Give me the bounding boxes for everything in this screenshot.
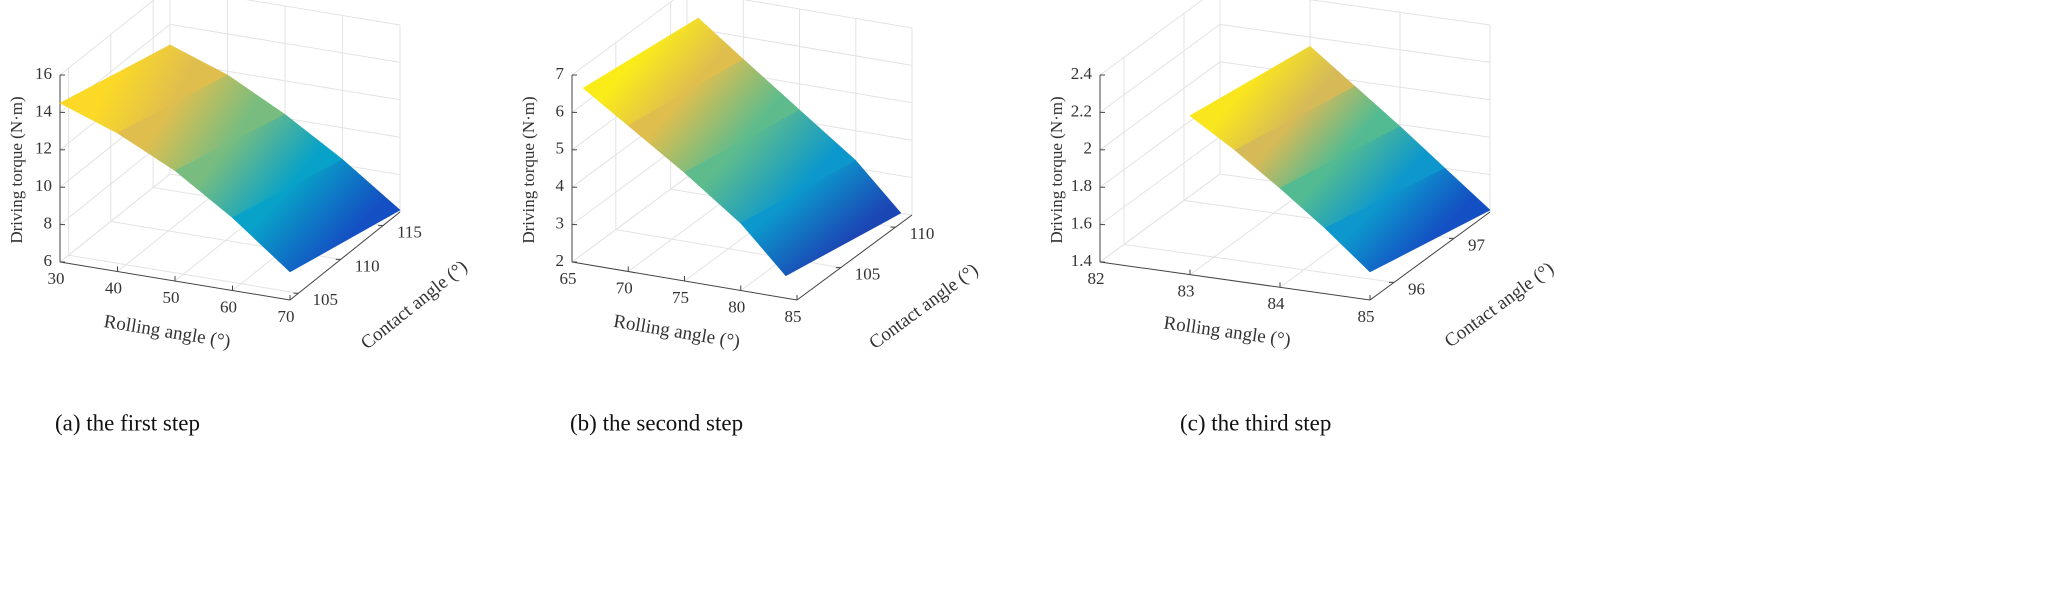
x-grid-line [1099, 0, 1221, 263]
x-axis-label: Rolling angle (°) [1162, 313, 1292, 352]
z-tick-label: 10 [35, 176, 52, 195]
z-axis-label: Driving torque (N·m) [7, 96, 26, 243]
z-tick-label: 16 [35, 64, 52, 83]
y-tick-label: 105 [855, 265, 881, 284]
surface-patch [1324, 167, 1491, 273]
y-grid-line [1123, 57, 1395, 283]
surface-plot: 2 3 4 5 6 7 65 70 75 80 85 105 110 Driving torque (N·… [519, 0, 982, 435]
z-grid-line [571, 0, 913, 76]
axis-line [1369, 211, 1491, 301]
surface-plot: 6 8 10 12 14 16 30 40 50 60 70 105 110 115 Driving tor… [7, 0, 472, 435]
x-tick-label: 30 [48, 269, 65, 288]
z-tick-label: 8 [44, 214, 53, 233]
z-tick-label: 1.6 [1071, 214, 1092, 233]
z-tick-label: 2.4 [1071, 64, 1093, 83]
y-tick-label: 115 [397, 222, 422, 241]
y-tick-label: 96 [1408, 279, 1425, 298]
y-grid-line [68, 68, 299, 294]
caption: (a) the first step [55, 410, 200, 435]
y-tick-label: 97 [1468, 235, 1486, 254]
x-axis-label: Rolling angle (°) [612, 311, 742, 353]
z-axis-label: Driving torque (N·m) [519, 96, 538, 243]
x-tick-label: 83 [1178, 282, 1195, 301]
y-tick-label: 110 [910, 224, 935, 243]
y-tick-label: 105 [312, 290, 338, 309]
surface-patch [740, 160, 902, 277]
z-tick-label: 3 [556, 214, 565, 233]
z-tick-label: 2 [556, 251, 565, 270]
z-tick-label: 2 [1084, 139, 1093, 158]
z-tick-label: 4 [556, 176, 565, 195]
y-axis-label: Contact angle (°) [1441, 258, 1558, 352]
x-tick-label: 50 [163, 288, 180, 307]
x-tick-label: 82 [1088, 269, 1105, 288]
x-tick-label: 40 [105, 278, 122, 297]
x-tick-label: 85 [785, 307, 802, 326]
z-tick-label: 2.2 [1071, 101, 1092, 120]
z-tick-label: 6 [44, 251, 53, 270]
caption: (b) the second step [570, 410, 743, 435]
x-tick-label: 70 [278, 307, 295, 326]
z-grid-line [59, 0, 401, 76]
z-tick-label: 1.8 [1071, 176, 1092, 195]
surface-plot: 1.4 1.6 1.8 2 2.2 2.4 82 83 84 85 96 97 Driving torq… [1047, 0, 1558, 435]
x-tick-label: 80 [728, 297, 745, 316]
y-tick-label: 110 [355, 256, 380, 275]
z-tick-label: 1.4 [1071, 251, 1093, 270]
caption: (c) the third step [1180, 410, 1331, 435]
x-tick-label: 60 [220, 297, 237, 316]
x-tick-label: 65 [560, 269, 577, 288]
x-tick-label: 85 [1358, 307, 1375, 326]
surface-patch [231, 159, 401, 273]
x-tick-label: 75 [672, 288, 689, 307]
x-tick-label: 84 [1268, 294, 1286, 313]
axis-line [289, 211, 401, 301]
z-tick-label: 6 [556, 101, 565, 120]
z-tick-label: 12 [35, 139, 52, 158]
x-axis-label: Rolling angle (°) [102, 311, 232, 353]
z-tick-label: 5 [556, 139, 565, 158]
axis-line [1099, 261, 1371, 301]
z-tick-label: 7 [556, 64, 565, 83]
axis-line [796, 214, 913, 301]
z-axis-label: Driving torque (N·m) [1047, 96, 1066, 243]
x-tick-label: 70 [616, 278, 633, 297]
y-axis-label: Contact angle (°) [865, 259, 982, 353]
z-tick-label: 14 [35, 101, 53, 120]
